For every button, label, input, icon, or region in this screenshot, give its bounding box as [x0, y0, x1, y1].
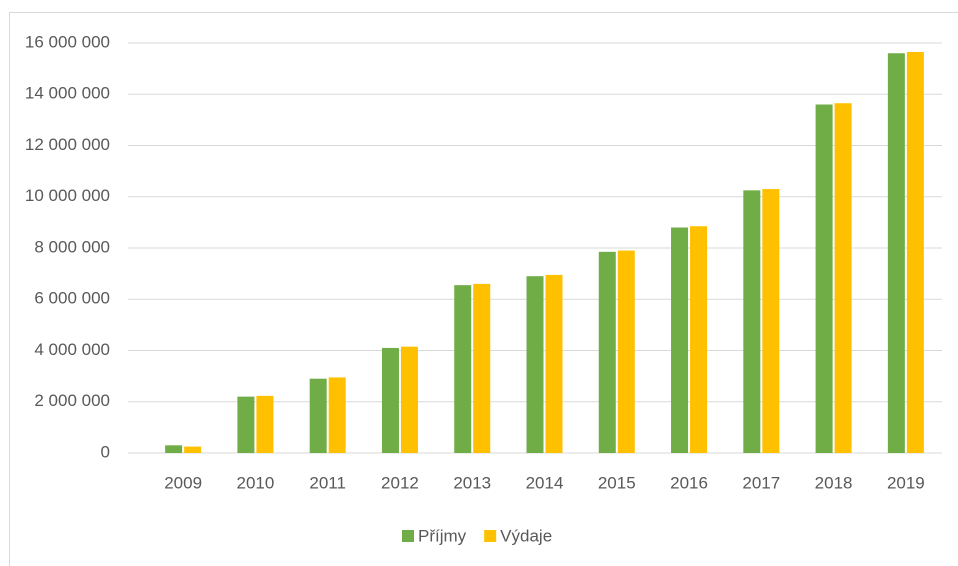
- bar: [328, 377, 346, 453]
- bar: [743, 190, 761, 453]
- x-tick-label: 2011: [309, 473, 346, 492]
- legend-label: Výdaje: [500, 526, 552, 545]
- y-tick-label: 4 000 000: [34, 340, 110, 359]
- bar: [834, 103, 852, 453]
- bar: [887, 53, 905, 453]
- legend-swatch: [402, 530, 414, 542]
- bar: [237, 396, 255, 453]
- bar: [690, 226, 708, 453]
- bar: [545, 274, 563, 453]
- bar: [671, 227, 689, 453]
- bar: [256, 395, 274, 453]
- x-tick-label: 2010: [236, 473, 274, 492]
- x-tick-label: 2009: [164, 473, 202, 492]
- bar: [526, 276, 544, 453]
- y-tick-label: 8 000 000: [34, 237, 110, 256]
- y-tick-label: 16 000 000: [25, 32, 110, 51]
- bar: [906, 51, 924, 453]
- bar: [381, 347, 399, 453]
- y-tick-label: 0: [101, 442, 110, 461]
- y-tick-label: 2 000 000: [34, 391, 110, 410]
- x-tick-label: 2015: [598, 473, 636, 492]
- x-tick-label: 2018: [815, 473, 853, 492]
- bar: [309, 378, 327, 453]
- legend-label: Příjmy: [418, 526, 467, 545]
- bar: [165, 445, 183, 453]
- x-tick-label: 2013: [453, 473, 491, 492]
- bar: [815, 104, 833, 453]
- bar: [617, 250, 635, 453]
- chart-frame: [9, 12, 958, 566]
- y-tick-label: 6 000 000: [34, 289, 110, 308]
- x-tick-label: 2016: [670, 473, 708, 492]
- y-tick-label: 14 000 000: [25, 84, 110, 103]
- x-tick-label: 2014: [526, 473, 564, 492]
- legend-swatch: [484, 530, 497, 542]
- bar: [762, 189, 780, 453]
- bar: [473, 283, 491, 453]
- bar: [454, 285, 472, 453]
- y-tick-label: 10 000 000: [25, 186, 110, 205]
- bar: [400, 346, 418, 453]
- x-tick-label: 2019: [887, 473, 925, 492]
- bar: [184, 446, 202, 453]
- x-tick-label: 2017: [742, 473, 780, 492]
- bar: [598, 251, 616, 453]
- y-tick-label: 12 000 000: [25, 135, 110, 154]
- x-tick-label: 2012: [381, 473, 419, 492]
